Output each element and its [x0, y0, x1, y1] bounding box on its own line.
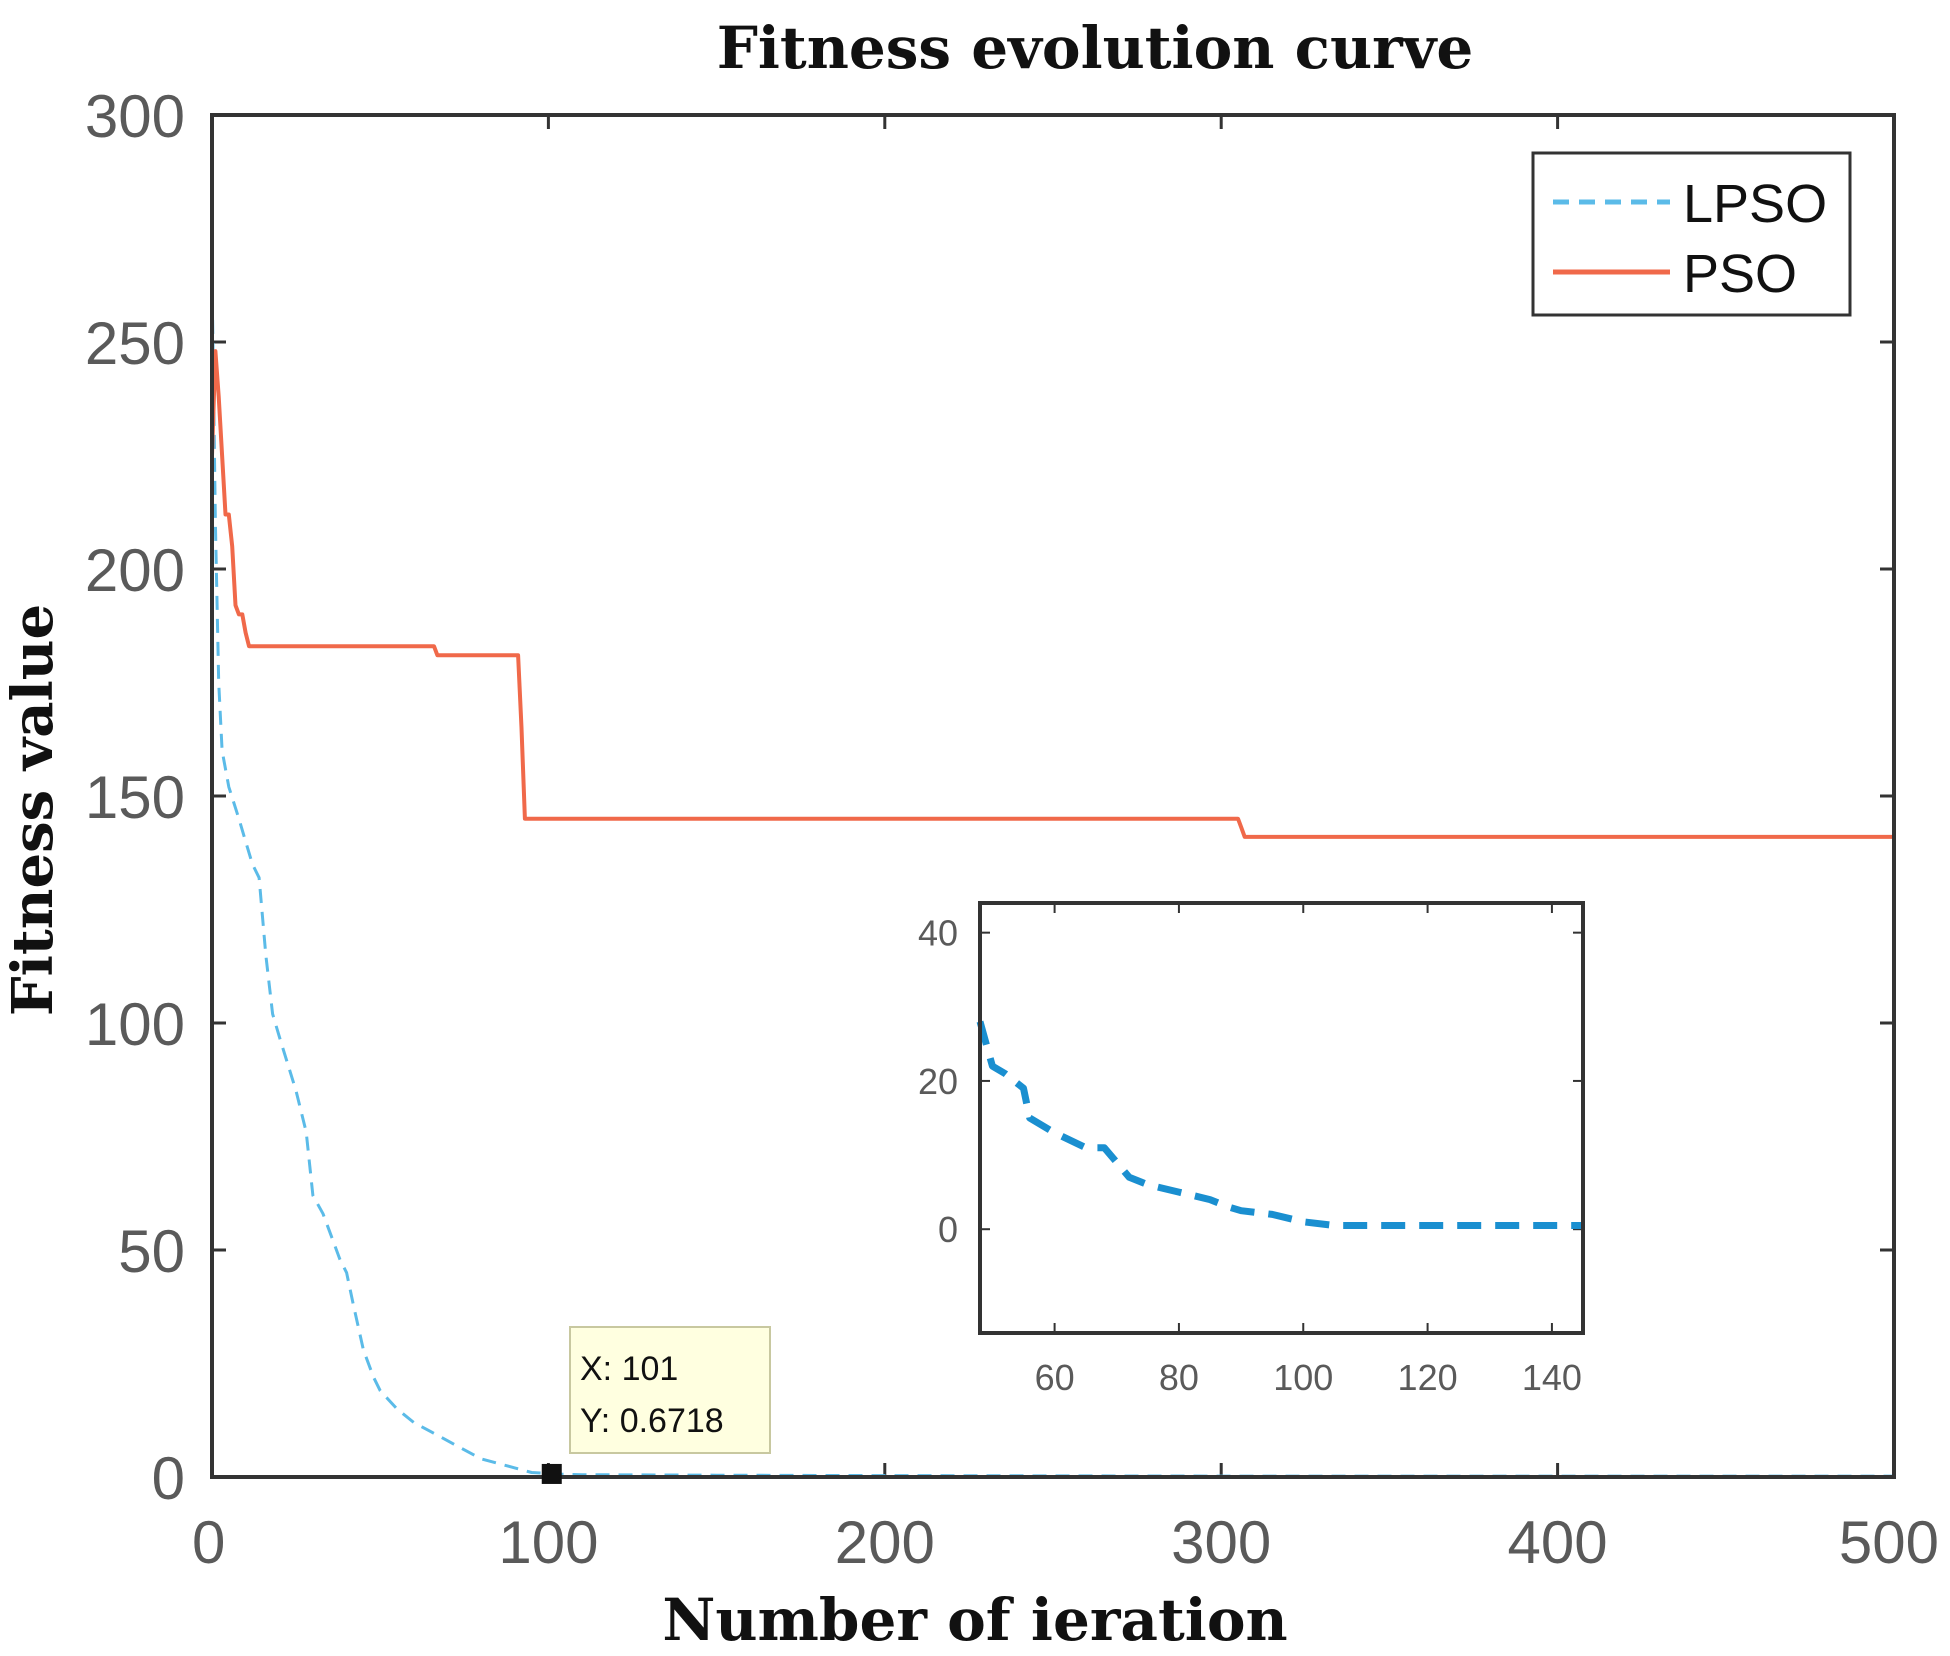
y-tick-label: 0 — [152, 1445, 185, 1512]
legend: LPSO PSO — [1531, 151, 1852, 317]
inset-y-tick-label: 20 — [918, 1061, 958, 1102]
x-tick-label: 500 — [1839, 1509, 1939, 1576]
inset-x-tick-label: 120 — [1398, 1357, 1458, 1398]
inset-y-tick-label: 0 — [938, 1209, 958, 1250]
legend-pso-label: PSO — [1683, 244, 1797, 304]
x-tick-label: 200 — [835, 1509, 935, 1576]
main-plot-frame — [210, 113, 1896, 1479]
y-tick-label: 200 — [85, 537, 185, 604]
y-tick-label: 150 — [85, 764, 185, 831]
y-tick-label: 100 — [85, 991, 185, 1058]
x-tick-label: 100 — [498, 1509, 598, 1576]
inset-frame — [978, 901, 1585, 1335]
x-axis-label: Number of ieration — [662, 1586, 1287, 1654]
inset-series-line-lpso — [976, 1020, 1583, 1229]
inset-x-tick-label: 60 — [1035, 1357, 1075, 1398]
datatip: X: 101 Y: 0.6718 — [541, 1326, 771, 1484]
inset-axis-ticks: 60 80 100 120 140 0 20 40 — [918, 903, 1583, 1398]
datatip-x-label: X: 101 — [580, 1350, 678, 1388]
y-tick-label: 50 — [118, 1218, 185, 1285]
inset-x-tick-label: 140 — [1522, 1357, 1582, 1398]
inset-x-tick-label: 80 — [1159, 1357, 1199, 1398]
legend-lpso-label: LPSO — [1683, 174, 1827, 234]
y-axis-label: Fitness value — [0, 604, 66, 1016]
legend-box — [1531, 151, 1852, 317]
datatip-box — [569, 1326, 771, 1454]
series-line-pso — [210, 349, 1894, 839]
inset-chart: 60 80 100 120 140 0 20 40 — [918, 901, 1585, 1398]
datatip-marker[interactable] — [541, 1463, 562, 1484]
x-tick-label: 300 — [1171, 1509, 1271, 1576]
x-tick-label: 0 — [192, 1509, 225, 1576]
chart-title: Fitness evolution curve — [717, 14, 1474, 82]
datatip-y-label: Y: 0.6718 — [580, 1402, 724, 1440]
inset-background — [980, 903, 1583, 1333]
y-tick-label: 300 — [85, 83, 185, 150]
inset-y-tick-label: 40 — [918, 913, 958, 954]
inset-plot-series — [976, 1020, 1583, 1229]
y-tick-label: 250 — [85, 310, 185, 377]
inset-x-tick-label: 100 — [1273, 1357, 1333, 1398]
x-tick-label: 400 — [1508, 1509, 1608, 1576]
